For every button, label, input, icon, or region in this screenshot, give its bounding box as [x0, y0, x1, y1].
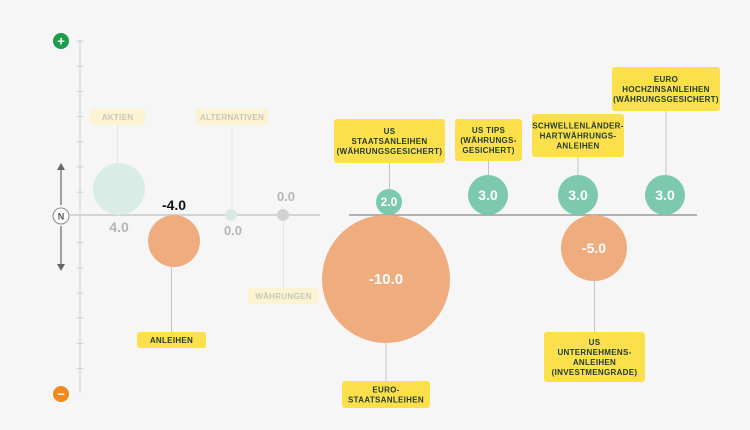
category-tag-label: SCHWELLENLÄNDER- [532, 122, 623, 131]
bubble-value-label: 4.0 [109, 219, 129, 235]
plus-icon: + [57, 34, 65, 49]
category-tag: ANLEIHEN [137, 332, 206, 348]
category-tag-box [612, 67, 720, 111]
bubble [277, 209, 289, 221]
category-tag-box [248, 288, 319, 304]
bubble-value-label: -5.0 [582, 240, 606, 256]
category-tag-box [544, 332, 645, 382]
bubble [558, 175, 598, 215]
bubble-value-label: 3.0 [655, 187, 675, 203]
arrow-up-head-icon [57, 163, 65, 170]
neutral-label: N [58, 212, 65, 222]
category-tag-box [532, 114, 624, 157]
bubble-value-label: 0.0 [224, 223, 242, 238]
category-tag: AKTIEN [90, 109, 145, 125]
bubble [322, 215, 450, 343]
category-tag-label: (INVESTMENGRADE) [552, 368, 638, 377]
category-tag-label: (WÄHRUNGSGESICHERT) [613, 95, 719, 104]
category-tag-label: WÄHRUNGEN [255, 292, 311, 301]
category-tag-box [342, 381, 430, 408]
category-tag-label: EURO- [372, 386, 399, 395]
category-tag-label: ALTERNATIVEN [200, 113, 264, 122]
bubble-value-label: 2.0 [381, 195, 398, 209]
neutral-badge [52, 207, 70, 225]
category-tag-label: GESICHERT) [462, 146, 514, 155]
bubble-value-label: 3.0 [568, 187, 588, 203]
category-tag-label: (WÄHRUNGS- [460, 136, 516, 145]
bubble [468, 175, 508, 215]
category-tag-label: US TIPS [472, 126, 506, 135]
category-tag-label: STAATSANLEIHEN [348, 396, 424, 405]
category-tag-label: ANLEIHEN [573, 358, 616, 367]
category-tag-box [90, 109, 145, 125]
bubble [561, 215, 627, 281]
category-tag-label: ANLEIHEN [150, 336, 193, 345]
minus-icon: − [57, 387, 65, 402]
bubble [645, 175, 685, 215]
category-tag: SCHWELLENLÄNDER-HARTWÄHRUNGS-ANLEIHEN [532, 114, 624, 157]
bubble-value-label: 0.0 [277, 189, 295, 204]
bubble [376, 189, 402, 215]
bubble [225, 209, 237, 221]
category-tag-label: AKTIEN [102, 113, 134, 122]
bubble [93, 163, 145, 215]
bubble-value-label: -4.0 [162, 197, 186, 213]
category-tag: US TIPS(WÄHRUNGS-GESICHERT) [455, 119, 522, 161]
category-tag-label: ANLEIHEN [556, 142, 599, 151]
bubble [148, 215, 200, 267]
bubble-value-label: -10.0 [369, 271, 403, 288]
category-tag-label: US [589, 338, 601, 347]
category-tag: EURO-STAATSANLEIHEN [342, 381, 430, 408]
category-tag-label: (WÄHRUNGSGESICHERT) [337, 147, 443, 156]
category-tag: WÄHRUNGEN [248, 288, 319, 304]
category-tag-label: US [384, 127, 396, 136]
category-tag-box [196, 109, 268, 125]
plus-badge [53, 33, 69, 49]
category-tag-label: UNTERNEHMENS- [557, 348, 631, 357]
category-tag-label: STAATSANLEIHEN [352, 137, 428, 146]
category-tag-box [455, 119, 522, 161]
minus-badge [53, 386, 69, 402]
category-tag-box [137, 332, 206, 348]
category-tag-box [334, 119, 445, 163]
category-tag: ALTERNATIVEN [196, 109, 268, 125]
category-tag-label: EURO [654, 75, 678, 84]
bubble-value-label: 3.0 [478, 187, 498, 203]
arrow-down-head-icon [57, 264, 65, 271]
category-tag-label: HARTWÄHRUNGS- [540, 132, 617, 141]
category-tag-label: HOCHZINSANLEIHEN [622, 85, 709, 94]
